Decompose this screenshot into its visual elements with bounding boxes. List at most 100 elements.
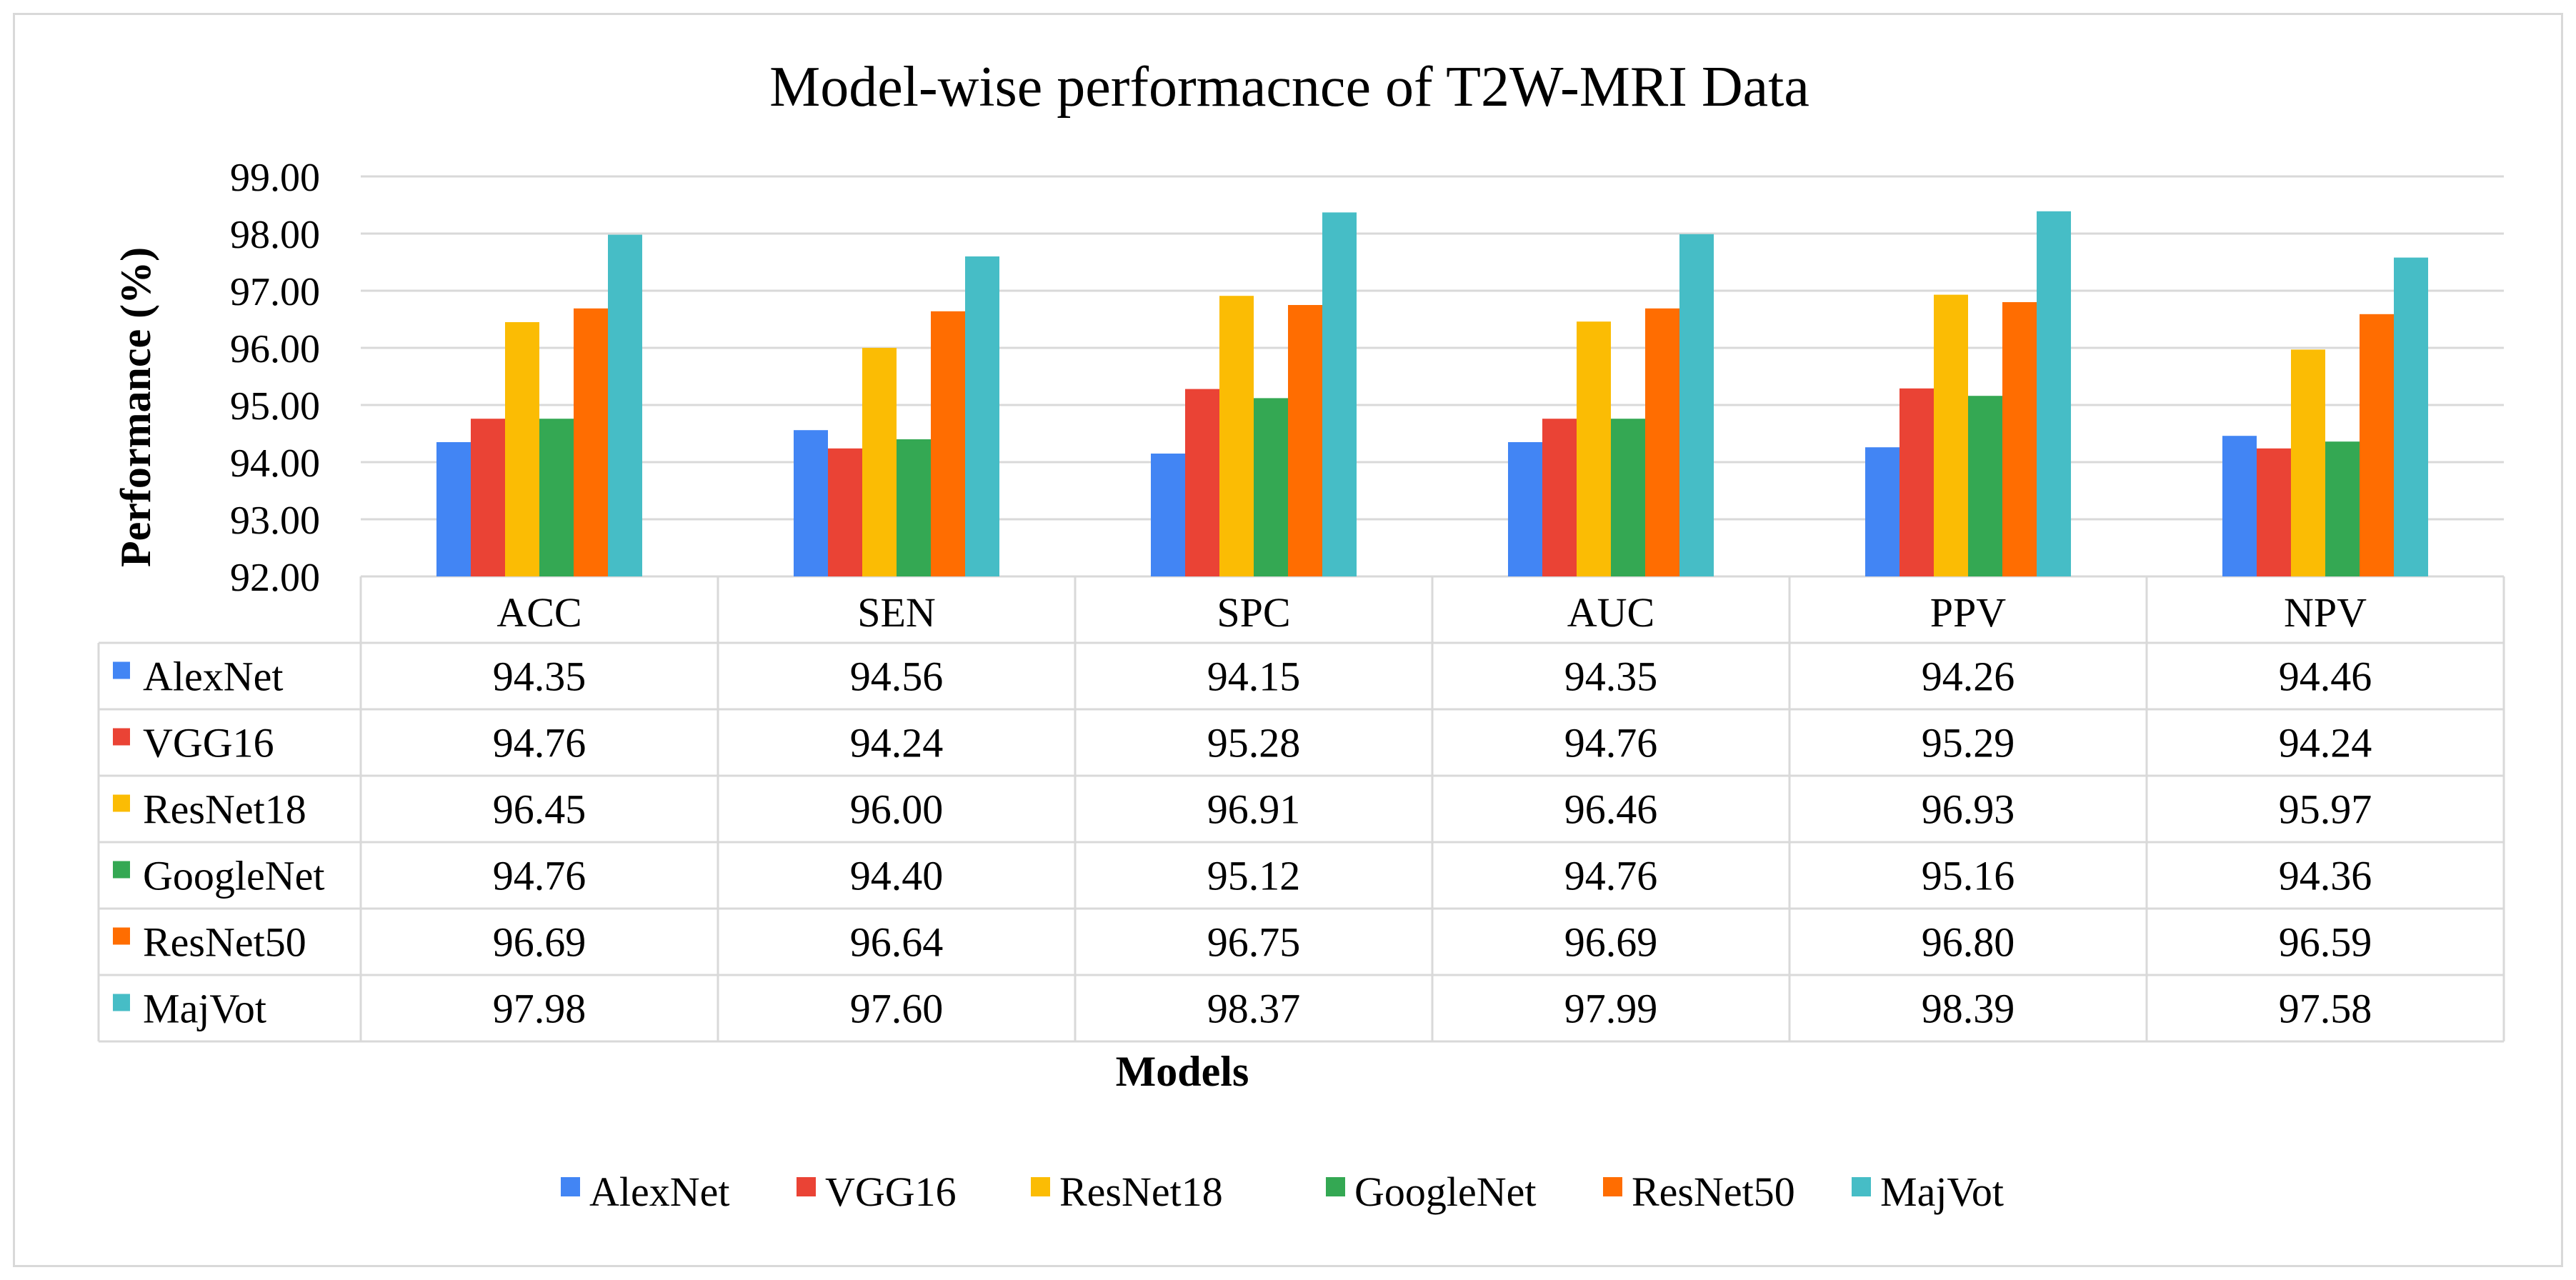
bar-majvot-ppv (2037, 211, 2071, 576)
table-series-label: ResNet50 (143, 919, 306, 966)
bar-resnet18-auc (1577, 321, 1611, 576)
data-label: 97.58 (2279, 986, 2372, 1032)
data-label: 94.15 (1207, 654, 1301, 700)
y-tick-label: 98.00 (230, 213, 320, 257)
data-label: 96.46 (1564, 786, 1658, 833)
table-legend-key (113, 728, 130, 746)
bar-resnet18-ppv (1934, 294, 1968, 576)
y-axis-ticks: 92.00 93.00 94.00 95.00 96.00 97.00 98.00 99.00 (230, 156, 320, 600)
bar-alexnet-ppv (1865, 447, 1899, 576)
bar-resnet50-ppv (2002, 302, 2037, 576)
bar-alexnet-spc (1151, 454, 1185, 576)
data-label: 94.35 (1564, 654, 1658, 700)
data-label: 95.97 (2279, 786, 2372, 833)
bar-majvot-npv (2394, 257, 2428, 576)
table-series-label: ResNet18 (143, 786, 306, 833)
legend-key (561, 1177, 580, 1196)
table-legend-key (113, 927, 130, 945)
data-label: 96.80 (1922, 919, 2015, 966)
gridlines (361, 175, 2504, 578)
bar-vgg16-npv (2257, 448, 2291, 576)
bar-googlenet-npv (2325, 441, 2360, 576)
bar-alexnet-sen (794, 430, 828, 576)
data-label: 96.59 (2279, 919, 2372, 966)
x-axis-label: Models (1116, 1048, 1249, 1095)
data-label: 94.24 (850, 720, 944, 766)
category-label: NPV (2284, 589, 2367, 636)
bar-resnet50-auc (1645, 308, 1679, 576)
data-label: 95.29 (1922, 720, 2015, 766)
data-label: 98.39 (1922, 986, 2015, 1032)
data-label: 94.46 (2279, 654, 2372, 700)
bar-alexnet-acc (436, 442, 471, 576)
bar-vgg16-ppv (1899, 388, 1934, 576)
table-series-label: AlexNet (143, 654, 284, 700)
table-series-label: GoogleNet (143, 853, 325, 899)
legend-key (1603, 1177, 1622, 1196)
table-legend-key (113, 794, 130, 812)
data-label: 94.76 (1564, 853, 1658, 899)
category-label: SEN (857, 589, 936, 636)
y-tick-label: 97.00 (230, 270, 320, 314)
data-label: 96.69 (493, 919, 586, 966)
bar-vgg16-auc (1542, 419, 1577, 576)
y-tick-label: 95.00 (230, 384, 320, 429)
bar-googlenet-spc (1254, 398, 1288, 576)
bar-alexnet-auc (1508, 442, 1542, 576)
table-series-label: MajVot (143, 986, 266, 1032)
legend-key (1326, 1177, 1345, 1196)
bar-vgg16-spc (1185, 389, 1219, 576)
category-label: PPV (1930, 589, 2007, 636)
data-label: 94.76 (493, 720, 586, 766)
bar-majvot-sen (965, 256, 999, 576)
data-label: 94.76 (1564, 720, 1658, 766)
category-label: ACC (496, 589, 581, 636)
legend-label: AlexNet (589, 1169, 730, 1215)
bar-resnet50-spc (1288, 305, 1322, 576)
legend-label: MajVot (1880, 1169, 2004, 1215)
legend-key (797, 1177, 816, 1196)
bar-resnet18-acc (505, 322, 539, 576)
data-label: 96.91 (1207, 786, 1301, 833)
y-tick-label: 94.00 (230, 441, 320, 486)
legend: AlexNet VGG16 ResNet18 GoogleNet ResNet50 Maj… (561, 1169, 2004, 1215)
y-tick-label: 93.00 (230, 499, 320, 543)
bar-resnet18-sen (862, 348, 897, 576)
category-label: AUC (1567, 589, 1654, 636)
legend-label: ResNet50 (1632, 1169, 1795, 1215)
legend-key (1031, 1177, 1050, 1196)
category-label: SPC (1217, 589, 1290, 636)
bar-googlenet-auc (1611, 419, 1645, 576)
bar-majvot-acc (608, 234, 642, 576)
table-legend-key (113, 994, 130, 1011)
y-tick-label: 96.00 (230, 327, 320, 371)
legend-key (1852, 1177, 1871, 1196)
bar-vgg16-acc (471, 419, 505, 576)
data-label: 96.45 (493, 786, 586, 833)
data-label: 94.40 (850, 853, 944, 899)
data-label: 97.98 (493, 986, 586, 1032)
data-label: 95.16 (1922, 853, 2015, 899)
legend-label: VGG16 (825, 1169, 957, 1215)
bar-resnet18-spc (1219, 296, 1254, 576)
bar-majvot-spc (1322, 212, 1357, 576)
bar-resnet50-npv (2360, 314, 2394, 576)
bar-resnet50-acc (574, 308, 608, 576)
table-legend-key (113, 661, 130, 679)
legend-label: GoogleNet (1354, 1169, 1537, 1215)
data-label: 98.37 (1207, 986, 1301, 1032)
data-label: 94.56 (850, 654, 944, 700)
bar-googlenet-ppv (1968, 396, 2002, 576)
table-legend-key (113, 861, 130, 879)
data-label: 96.69 (1564, 919, 1658, 966)
data-label: 94.24 (2279, 720, 2372, 766)
data-label: 94.76 (493, 853, 586, 899)
data-label: 94.26 (1922, 654, 2015, 700)
bars (436, 211, 2428, 576)
bar-googlenet-acc (539, 419, 574, 576)
data-label: 96.75 (1207, 919, 1301, 966)
data-label: 95.12 (1207, 853, 1301, 899)
data-label: 96.00 (850, 786, 944, 833)
